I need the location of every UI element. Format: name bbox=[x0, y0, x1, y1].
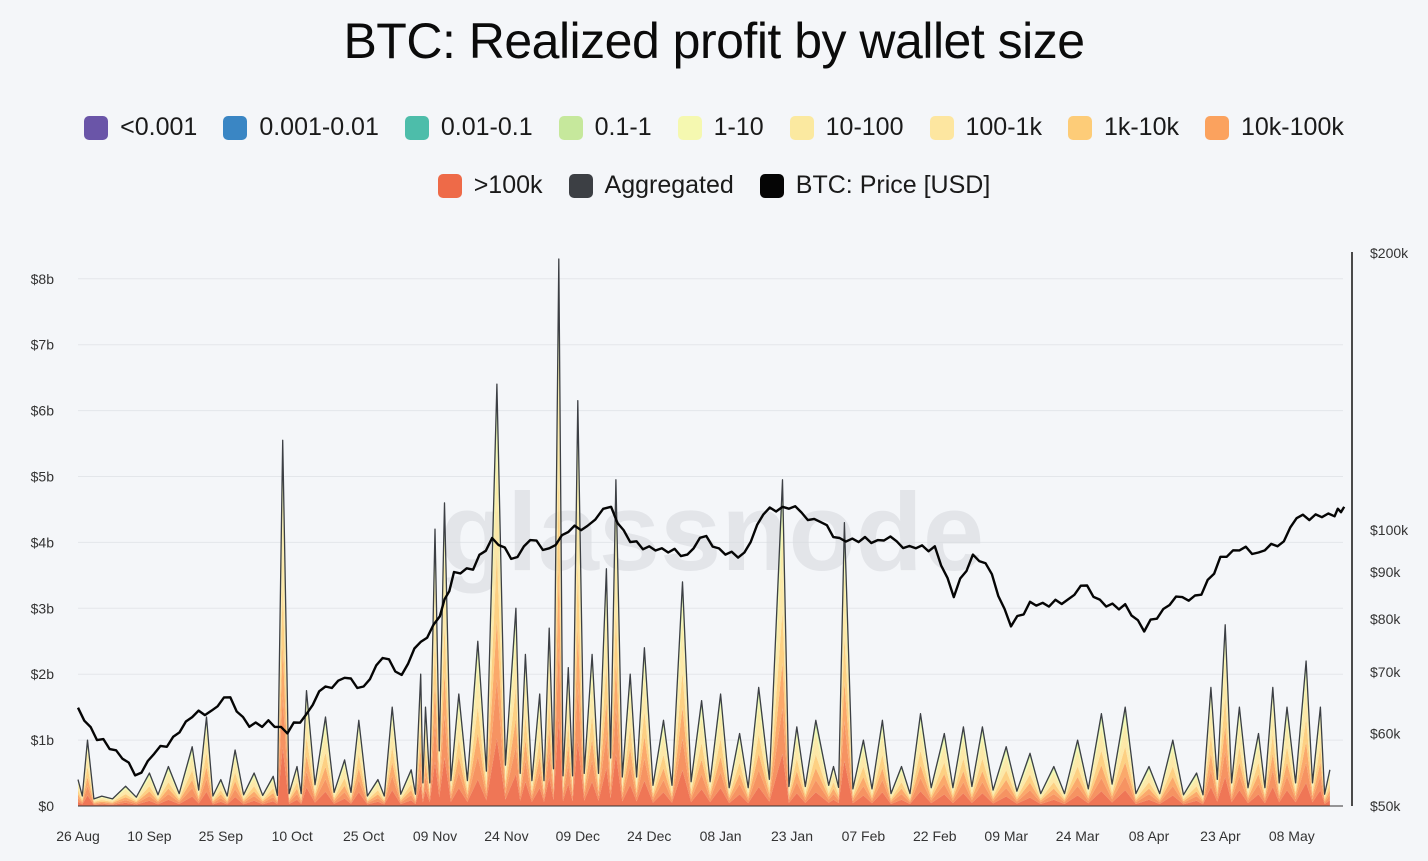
legend-label: 10k-100k bbox=[1241, 113, 1344, 141]
axes: $0 $1b $2b $3b $4b $5b $6b $7b $8b $50k $60k $70k $8… bbox=[31, 245, 1410, 844]
legend-swatch bbox=[759, 173, 784, 198]
legend-item[interactable]: 100-1k bbox=[929, 113, 1042, 142]
legend-label: 0.01-0.1 bbox=[440, 113, 533, 141]
legend-label: 1k-10k bbox=[1103, 113, 1179, 141]
y-left-tick-label: $1b bbox=[31, 732, 55, 748]
legend-swatch bbox=[404, 115, 429, 140]
x-tick-label: 24 Dec bbox=[627, 828, 671, 844]
x-tick-label: 08 Apr bbox=[1129, 828, 1170, 844]
x-tick-label: 08 Jan bbox=[700, 828, 742, 844]
legend-label: 0.1-1 bbox=[594, 113, 652, 141]
x-tick-label: 26 Aug bbox=[56, 828, 100, 844]
y-right-tick-label: $200k bbox=[1370, 245, 1409, 261]
legend-item[interactable]: >100k bbox=[437, 171, 543, 200]
x-tick-label: 09 Dec bbox=[556, 828, 600, 844]
y-right-tick-label: $90k bbox=[1370, 564, 1401, 580]
x-tick-label: 25 Oct bbox=[343, 828, 384, 844]
y-left-tick-label: $4b bbox=[31, 534, 55, 550]
legend-label: >100k bbox=[473, 171, 543, 199]
y-left-tick-label: $6b bbox=[31, 403, 55, 419]
x-tick-label: 09 Mar bbox=[984, 828, 1028, 844]
legend-swatch bbox=[558, 115, 583, 140]
x-tick-label: 10 Oct bbox=[272, 828, 313, 844]
legend-item[interactable]: <0.001 bbox=[84, 113, 197, 142]
legend-item[interactable]: 1-10 bbox=[677, 113, 764, 142]
legend-swatch bbox=[84, 115, 109, 140]
y-left-tick-label: $5b bbox=[31, 469, 55, 485]
legend-swatch bbox=[223, 115, 248, 140]
area-band bbox=[78, 718, 1330, 806]
price-series bbox=[76, 505, 1346, 777]
legend-swatch bbox=[1067, 115, 1092, 140]
legend-swatch bbox=[1205, 115, 1229, 140]
watermark: glassnode bbox=[440, 471, 984, 594]
legend-label: BTC: Price [USD] bbox=[795, 171, 991, 199]
y-right-tick-label: $60k bbox=[1370, 725, 1401, 741]
y-right-tick-label: $70k bbox=[1370, 664, 1401, 680]
legend-item[interactable]: 0.001-0.01 bbox=[223, 113, 379, 142]
area-series bbox=[77, 258, 1331, 806]
gridlines bbox=[78, 278, 1343, 741]
x-tick-label: 07 Feb bbox=[842, 828, 886, 844]
y-left-tick-label: $0 bbox=[38, 798, 54, 814]
x-tick-label: 24 Mar bbox=[1056, 828, 1100, 844]
legend-label: 100-1k bbox=[965, 113, 1042, 141]
area-band bbox=[78, 641, 1330, 805]
legend-item[interactable]: 10-100 bbox=[789, 113, 904, 142]
y-left-tick-label: $3b bbox=[31, 600, 55, 616]
legend-swatch bbox=[568, 173, 593, 198]
legend-row-1: <0.001 0.001-0.01 0.01-0.1 0.1-1 1-10 10-100 1… bbox=[0, 113, 1428, 142]
x-tick-label: 23 Apr bbox=[1200, 828, 1241, 844]
btc-price-line bbox=[76, 505, 1346, 777]
legend-row-2: >100k Aggregated BTC: Price [USD] bbox=[0, 171, 1428, 200]
legend-item[interactable]: 1k-10k bbox=[1067, 113, 1179, 142]
y-right-tick-label: $50k bbox=[1370, 798, 1401, 814]
legend-swatch bbox=[437, 173, 462, 198]
legend-swatch bbox=[677, 115, 702, 140]
legend-label: <0.001 bbox=[120, 113, 198, 141]
legend-label: 1-10 bbox=[713, 113, 764, 141]
x-tick-label: 22 Feb bbox=[913, 828, 957, 844]
legend-item[interactable]: 0.01-0.1 bbox=[404, 113, 533, 142]
legend-swatch bbox=[929, 115, 954, 140]
x-tick-label: 09 Nov bbox=[413, 828, 457, 844]
x-tick-label: 24 Nov bbox=[484, 828, 528, 844]
legend-item[interactable]: BTC: Price [USD] bbox=[759, 171, 991, 200]
legend-item[interactable]: 0.1-1 bbox=[558, 113, 652, 142]
y-left-tick-label: $8b bbox=[31, 271, 55, 287]
aggregated-line bbox=[77, 258, 1331, 800]
legend-item[interactable]: Aggregated bbox=[568, 171, 734, 200]
legend-label: 0.001-0.01 bbox=[259, 113, 379, 141]
legend-label: 10-100 bbox=[825, 113, 904, 141]
chart-title: BTC: Realized profit by wallet size bbox=[343, 13, 1085, 69]
legend-label: Aggregated bbox=[604, 171, 734, 199]
legend-swatch bbox=[789, 115, 814, 140]
x-tick-label: 25 Sep bbox=[199, 828, 244, 844]
y-right-tick-label: $80k bbox=[1370, 611, 1401, 627]
x-tick-label: 08 May bbox=[1269, 828, 1315, 844]
x-tick-label: 10 Sep bbox=[127, 828, 172, 844]
y-left-tick-label: $2b bbox=[31, 666, 55, 682]
legend-item[interactable]: 10k-100k bbox=[1205, 113, 1344, 142]
x-tick-label: 23 Jan bbox=[771, 828, 813, 844]
y-right-tick-label: $100k bbox=[1370, 522, 1409, 538]
y-left-tick-label: $7b bbox=[31, 337, 55, 353]
